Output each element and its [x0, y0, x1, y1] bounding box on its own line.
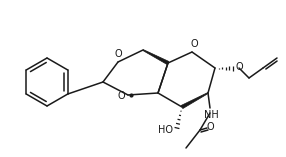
Text: NH: NH [204, 110, 219, 120]
Polygon shape [181, 93, 208, 108]
Text: O: O [235, 62, 243, 72]
Polygon shape [143, 50, 169, 65]
Text: O: O [114, 49, 122, 59]
Text: O: O [190, 39, 198, 49]
Text: O: O [206, 122, 214, 132]
Text: HO: HO [158, 125, 173, 135]
Text: O: O [117, 91, 125, 101]
